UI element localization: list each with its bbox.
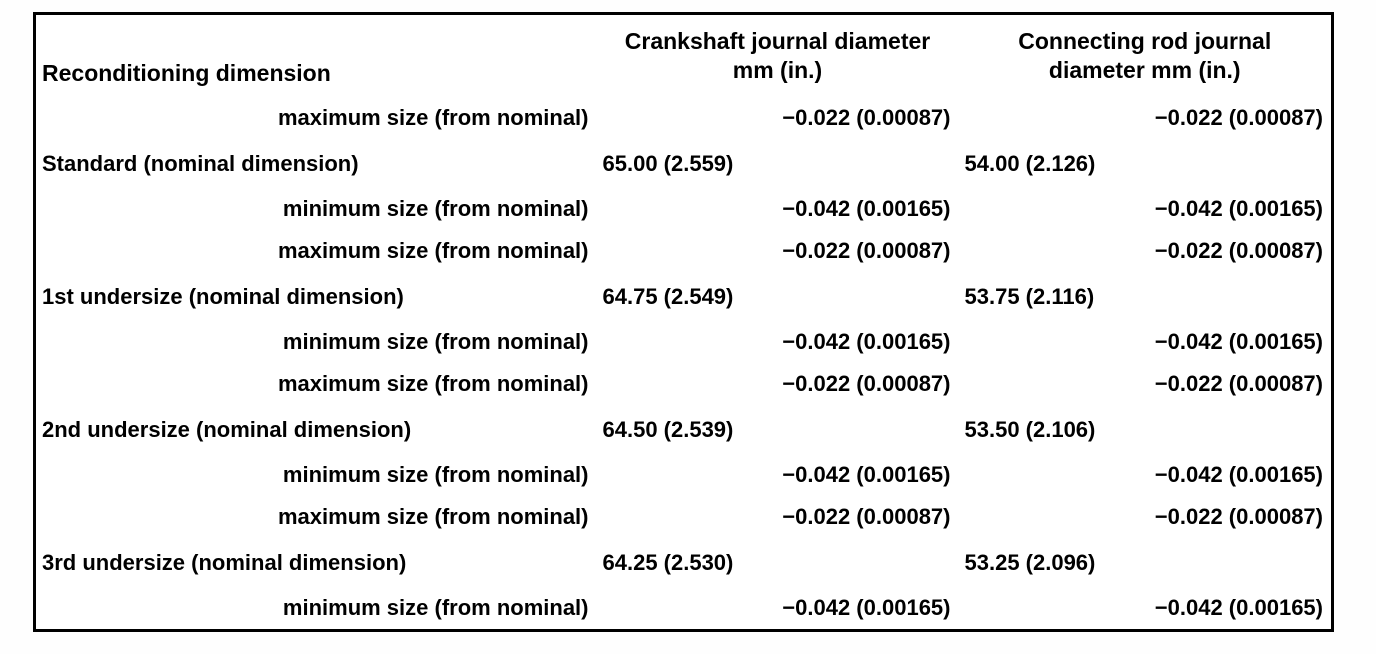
group-name-3rd-undersize: 3rd undersize (nominal dimension) — [42, 549, 407, 575]
max-size-label: maximum size (from nominal) — [277, 238, 589, 263]
group-name-2nd-undersize: 2nd undersize (nominal dimension) — [42, 416, 412, 442]
reconditioning-dimension-table: Reconditioning dimension Crankshaft jour… — [33, 12, 1334, 632]
crankshaft-nominal-value: 64.25 (2.530) — [602, 549, 734, 575]
rod-min-value: −0.042 (0.00165) — [1154, 462, 1323, 487]
group-name-1st-undersize: 1st undersize (nominal dimension) — [42, 283, 404, 309]
rod-values-2nd-undersize: −0.022 (0.00087) 53.50 (2.106) −0.042 (0… — [959, 363, 1333, 496]
min-size-label: minimum size (from nominal) — [282, 462, 589, 487]
table-row-standard: maximum size (from nominal) Standard (no… — [35, 97, 1333, 230]
header-crankshaft-line1: Crankshaft journal diameter — [624, 28, 931, 55]
crankshaft-min-value: −0.042 (0.00165) — [782, 329, 951, 354]
min-size-label: minimum size (from nominal) — [282, 595, 589, 620]
labels-cell-1st-undersize: maximum size (from nominal) 1st undersiz… — [35, 230, 597, 363]
crankshaft-nominal-value: 65.00 (2.559) — [602, 150, 734, 176]
crankshaft-values-3rd-undersize: −0.022 (0.00087) 64.25 (2.530) −0.042 (0… — [597, 496, 959, 631]
crankshaft-values-1st-undersize: −0.022 (0.00087) 64.75 (2.549) −0.042 (0… — [597, 230, 959, 363]
crankshaft-max-value: −0.022 (0.00087) — [782, 105, 951, 130]
min-size-label: minimum size (from nominal) — [282, 329, 589, 354]
max-size-label: maximum size (from nominal) — [277, 504, 589, 529]
max-size-label: maximum size (from nominal) — [277, 371, 589, 396]
crankshaft-min-value: −0.042 (0.00165) — [782, 595, 951, 620]
header-connecting-rod-journal-diameter: Connecting rod journal diameter mm (in.) — [959, 14, 1333, 98]
rod-nominal-value: 53.50 (2.106) — [964, 416, 1096, 442]
header-crankshaft-line2: mm (in.) — [732, 57, 823, 83]
crankshaft-max-value: −0.022 (0.00087) — [782, 371, 951, 396]
crankshaft-min-value: −0.042 (0.00165) — [782, 462, 951, 487]
header-rod-line2: diameter mm (in.) — [1048, 57, 1241, 83]
crankshaft-max-value: −0.022 (0.00087) — [782, 504, 951, 529]
rod-values-3rd-undersize: −0.022 (0.00087) 53.25 (2.096) −0.042 (0… — [959, 496, 1333, 631]
table-row-3rd-undersize: maximum size (from nominal) 3rd undersiz… — [35, 496, 1333, 631]
group-name-standard: Standard (nominal dimension) — [42, 150, 359, 176]
labels-cell-2nd-undersize: maximum size (from nominal) 2nd undersiz… — [35, 363, 597, 496]
rod-max-value: −0.022 (0.00087) — [1154, 238, 1323, 263]
rod-nominal-value: 53.25 (2.096) — [964, 549, 1096, 575]
labels-cell-3rd-undersize: maximum size (from nominal) 3rd undersiz… — [35, 496, 597, 631]
labels-cell-standard: maximum size (from nominal) Standard (no… — [35, 97, 597, 230]
table-header-row: Reconditioning dimension Crankshaft jour… — [35, 14, 1333, 98]
crankshaft-values-2nd-undersize: −0.022 (0.00087) 64.50 (2.539) −0.042 (0… — [597, 363, 959, 496]
crankshaft-nominal-value: 64.50 (2.539) — [602, 416, 734, 442]
crankshaft-nominal-value: 64.75 (2.549) — [602, 283, 734, 309]
rod-min-value: −0.042 (0.00165) — [1154, 196, 1323, 221]
rod-nominal-value: 53.75 (2.116) — [964, 283, 1095, 309]
rod-max-value: −0.022 (0.00087) — [1154, 504, 1323, 529]
header-reconditioning-dimension: Reconditioning dimension — [42, 60, 331, 86]
rod-values-standard: −0.022 (0.00087) 54.00 (2.126) −0.042 (0… — [959, 97, 1333, 230]
table-row-1st-undersize: maximum size (from nominal) 1st undersiz… — [35, 230, 1333, 363]
rod-min-value: −0.042 (0.00165) — [1154, 329, 1323, 354]
max-size-label: maximum size (from nominal) — [277, 105, 589, 130]
rod-max-value: −0.022 (0.00087) — [1154, 105, 1323, 130]
rod-min-value: −0.042 (0.00165) — [1154, 595, 1323, 620]
header-crankshaft-journal-diameter: Crankshaft journal diameter mm (in.) — [597, 14, 959, 98]
crankshaft-max-value: −0.022 (0.00087) — [782, 238, 951, 263]
rod-max-value: −0.022 (0.00087) — [1154, 371, 1323, 396]
crankshaft-min-value: −0.042 (0.00165) — [782, 196, 951, 221]
min-size-label: minimum size (from nominal) — [282, 196, 589, 221]
table-row-2nd-undersize: maximum size (from nominal) 2nd undersiz… — [35, 363, 1333, 496]
header-rod-line1: Connecting rod journal — [1018, 28, 1272, 55]
rod-nominal-value: 54.00 (2.126) — [964, 150, 1096, 176]
crankshaft-values-standard: −0.022 (0.00087) 65.00 (2.559) −0.042 (0… — [597, 97, 959, 230]
rod-values-1st-undersize: −0.022 (0.00087) 53.75 (2.116) −0.042 (0… — [959, 230, 1333, 363]
